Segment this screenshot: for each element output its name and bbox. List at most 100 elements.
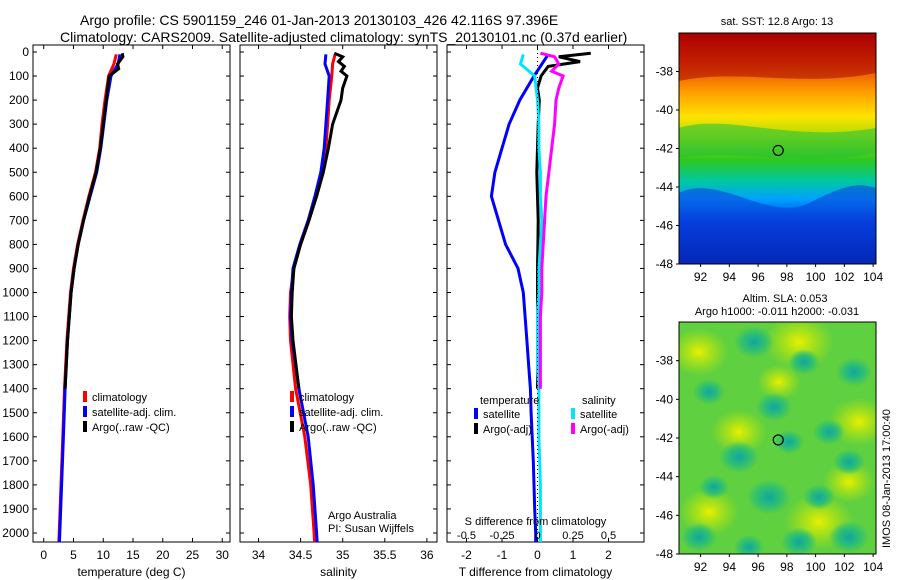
map-SST map: -38 -40 -42 -44 -46 -48 92 94 96 98 100 102 104 sat. … bbox=[656, 16, 884, 284]
top-tick-label: 0.5 bbox=[601, 530, 616, 542]
top-tick-label: 0.25 bbox=[562, 530, 583, 542]
sla-high bbox=[679, 328, 729, 376]
legend-header: temperature bbox=[480, 395, 539, 407]
map-y-tick-label: -46 bbox=[656, 219, 674, 233]
series-line-satellite-adj. clim. bbox=[57, 54, 122, 542]
annotation-line: PI: Susan Wijffels bbox=[328, 523, 414, 535]
panel-difference: -2 -1 0 1 2 T difference from climatology -0.5… bbox=[446, 44, 645, 579]
diff-line-salinity Argo(-adj) bbox=[538, 51, 565, 389]
map-x-tick-label: 92 bbox=[694, 270, 708, 284]
x-tick-label: 35.5 bbox=[373, 548, 397, 562]
depth-tick-label: 400 bbox=[9, 141, 29, 155]
legend-label: Argo(..raw -QC) bbox=[92, 422, 170, 434]
legend-swatch bbox=[290, 421, 294, 432]
sla-high bbox=[757, 364, 801, 400]
map-y-tick-label: -42 bbox=[656, 142, 674, 156]
sst-warm-band bbox=[679, 33, 876, 81]
title-line-1: Argo profile: CS 5901159_246 01-Jan-2013… bbox=[80, 12, 559, 28]
map-x-tick-label: 102 bbox=[834, 270, 854, 284]
map-x-tick-label: 100 bbox=[806, 270, 826, 284]
sla-low bbox=[734, 326, 774, 358]
top-axis-label: S difference from climatology bbox=[465, 516, 607, 528]
legend-label: climatology bbox=[299, 392, 355, 404]
legend-label: Argo(..raw -QC) bbox=[299, 422, 377, 434]
x-tick-label: 10 bbox=[97, 548, 111, 562]
x-tick-label: 36 bbox=[420, 548, 434, 562]
panel-temperature: 0100200300400500600700800900100011001200… bbox=[2, 44, 231, 579]
series-group bbox=[57, 52, 125, 542]
map-x-tick-label: 100 bbox=[806, 560, 826, 574]
sla-high bbox=[823, 461, 875, 503]
x-axis-label: salinity bbox=[320, 565, 357, 579]
series-group bbox=[489, 51, 591, 542]
argo-location-marker bbox=[772, 434, 784, 446]
legend-swatch bbox=[474, 408, 478, 419]
series-line-climatology bbox=[57, 54, 118, 542]
depth-tick-label: 2000 bbox=[2, 526, 29, 540]
top-tick-label: -0.5 bbox=[457, 530, 476, 542]
map-title: Altim. SLA: 0.053 bbox=[743, 293, 828, 305]
map-x-tick-label: 102 bbox=[834, 560, 854, 574]
depth-tick-label: 1500 bbox=[2, 406, 29, 420]
sst-cold-front bbox=[679, 185, 876, 264]
sla-low bbox=[803, 484, 835, 510]
x-tick-label: 1 bbox=[570, 548, 577, 562]
legend-swatch bbox=[474, 423, 478, 434]
x-tick-label: 5 bbox=[70, 548, 77, 562]
sla-low bbox=[781, 527, 817, 554]
x-tick-label: 34 bbox=[252, 548, 266, 562]
legend-swatch bbox=[571, 423, 575, 434]
x-tick-label: 0 bbox=[534, 548, 541, 562]
legend-swatch bbox=[290, 391, 294, 402]
sla-high bbox=[711, 409, 767, 455]
sla-low bbox=[833, 449, 865, 475]
sla-low bbox=[681, 522, 717, 552]
title-line-2: Climatology: CARS2009. Satellite-adjuste… bbox=[60, 29, 628, 45]
legend-label: satellite bbox=[580, 409, 617, 421]
sla-low bbox=[719, 441, 759, 473]
sst-green-band bbox=[679, 123, 876, 159]
argo-location-marker bbox=[772, 144, 784, 157]
series-line-Argo(..raw -QC) bbox=[289, 51, 349, 389]
x-tick-label: 30 bbox=[216, 548, 230, 562]
sla-low bbox=[734, 535, 764, 554]
x-axis-label: temperature (deg C) bbox=[77, 565, 185, 579]
depth-tick-label: 200 bbox=[9, 93, 29, 107]
map-x-tick-label: 98 bbox=[780, 560, 794, 574]
map-y-tick-label: -44 bbox=[656, 470, 674, 484]
map-y-tick-label: -48 bbox=[656, 547, 674, 561]
legend-label: Argo(-adj) bbox=[483, 424, 532, 436]
depth-tick-label: 700 bbox=[9, 213, 29, 227]
map-subtitle: Argo h1000: -0.011 h2000: -0.031 bbox=[695, 306, 859, 318]
map-y-tick-label: -46 bbox=[656, 508, 674, 522]
legend-swatch bbox=[83, 406, 87, 417]
depth-tick-label: 600 bbox=[9, 189, 29, 203]
map-x-tick-label: 94 bbox=[723, 560, 737, 574]
sla-low bbox=[756, 392, 792, 422]
x-tick-label: -2 bbox=[461, 548, 472, 562]
panel-frame bbox=[446, 44, 645, 543]
depth-tick-label: 1600 bbox=[2, 430, 29, 444]
depth-tick-label: 1100 bbox=[3, 310, 29, 324]
x-tick-label: 20 bbox=[156, 548, 170, 562]
map-title: sat. SST: 12.8 Argo: 13 bbox=[721, 16, 834, 28]
map-y-tick-label: -38 bbox=[656, 65, 674, 79]
sla-low bbox=[788, 349, 820, 375]
x-tick-label: 25 bbox=[186, 548, 200, 562]
series-line-Argo(..raw -QC) bbox=[63, 52, 125, 389]
depth-tick-label: 0 bbox=[22, 45, 29, 59]
depth-tick-label: 1000 bbox=[2, 286, 29, 300]
top-tick-label: 0 bbox=[534, 530, 540, 542]
map-y-tick-label: -44 bbox=[656, 180, 674, 194]
sla-low bbox=[774, 430, 804, 454]
series-group bbox=[288, 51, 349, 542]
legend-swatch bbox=[571, 408, 575, 419]
map-x-tick-label: 104 bbox=[863, 560, 883, 574]
x-tick-label: 15 bbox=[126, 548, 140, 562]
panel-frame bbox=[239, 44, 438, 543]
top-tick-label: -0.25 bbox=[489, 530, 514, 542]
map-x-tick-label: 92 bbox=[694, 560, 708, 574]
map-x-tick-label: 94 bbox=[723, 270, 737, 284]
map-y-tick-label: -42 bbox=[656, 431, 674, 445]
x-tick-label: 0 bbox=[40, 548, 47, 562]
